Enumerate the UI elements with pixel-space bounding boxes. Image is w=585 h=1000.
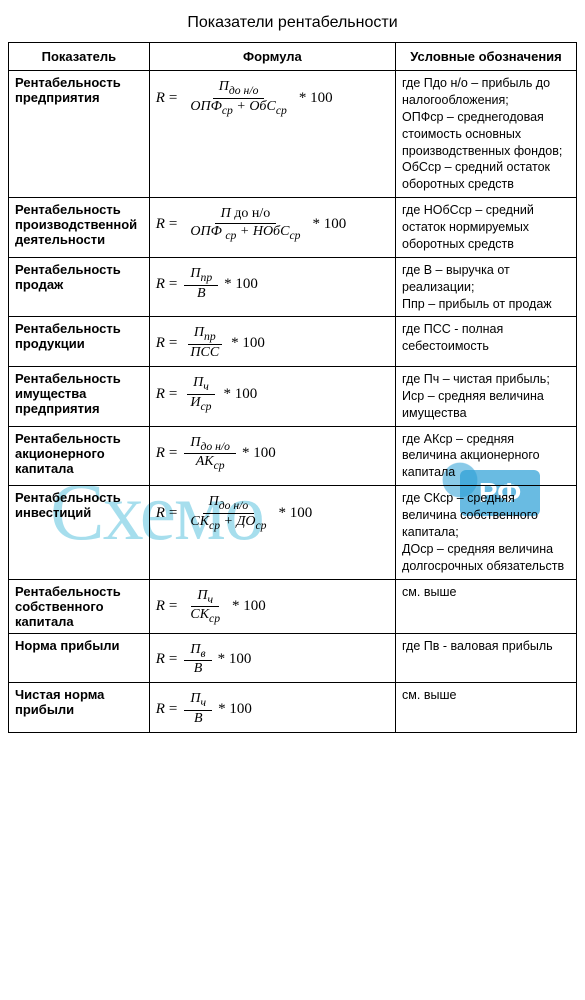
- table-row: Рентабельность предприятияR=Пдо н/оОПФср…: [9, 71, 577, 198]
- indicator-cell: Рентабельность собственного капитала: [9, 579, 150, 633]
- indicator-cell: Рентабельность имущества предприятия: [9, 366, 150, 426]
- table-row: Рентабельность собственного капиталаR=Пч…: [9, 579, 577, 633]
- formula-cell: R=Пдо н/оОПФср + ОбСср* 100: [149, 71, 395, 198]
- legend-cell: где ПСС - полная себестоимость: [396, 317, 577, 367]
- indicator-cell: Рентабельность акционерного капитала: [9, 426, 150, 486]
- table-row: Рентабельность инвестицийR=Пдо н/оСКср +…: [9, 486, 577, 579]
- indicator-cell: Рентабельность продаж: [9, 257, 150, 317]
- formula-cell: R=ПвВ* 100: [149, 633, 395, 683]
- formula-cell: R=П до н/оОПФ ср + НОбСср* 100: [149, 198, 395, 258]
- legend-cell: см. выше: [396, 683, 577, 733]
- legend-cell: где НОбСср – средний остаток нормируемых…: [396, 198, 577, 258]
- page-title: Показатели рентабельности: [8, 14, 577, 32]
- col-formula: Формула: [149, 43, 395, 71]
- table-row: Рентабельность продукцииR=ПпрПСС* 100где…: [9, 317, 577, 367]
- col-indicator: Показатель: [9, 43, 150, 71]
- formula-cell: R=Пдо н/оСКср + ДОср* 100: [149, 486, 395, 579]
- formula-cell: R=ПпрВ* 100: [149, 257, 395, 317]
- formula-cell: R=ПчВ* 100: [149, 683, 395, 733]
- legend-cell: где В – выручка от реализации;Ппр – приб…: [396, 257, 577, 317]
- table-row: Рентабельность акционерного капиталаR=Пд…: [9, 426, 577, 486]
- legend-cell: где Пч – чистая прибыль;Иср – средняя ве…: [396, 366, 577, 426]
- table-row: Рентабельность имущества предприятияR=Пч…: [9, 366, 577, 426]
- indicator-cell: Чистая норма прибыли: [9, 683, 150, 733]
- legend-cell: где Пдо н/о – прибыль до налогообложения…: [396, 71, 577, 198]
- col-legend: Условные обозначения: [396, 43, 577, 71]
- indicator-cell: Норма прибыли: [9, 633, 150, 683]
- table-row: Рентабельность производственной деятельн…: [9, 198, 577, 258]
- legend-cell: где АКср – средняя величина акционерного…: [396, 426, 577, 486]
- table-row: Рентабельность продажR=ПпрВ* 100где В – …: [9, 257, 577, 317]
- formula-cell: R=ПчСКср* 100: [149, 579, 395, 633]
- indicator-cell: Рентабельность инвестиций: [9, 486, 150, 579]
- table-row: Чистая норма прибылиR=ПчВ* 100см. выше: [9, 683, 577, 733]
- formula-cell: R=ПчИср* 100: [149, 366, 395, 426]
- table-row: Норма прибылиR=ПвВ* 100где Пв - валовая …: [9, 633, 577, 683]
- profitability-table: Показатель Формула Условные обозначения …: [8, 42, 577, 733]
- legend-cell: где Пв - валовая прибыль: [396, 633, 577, 683]
- legend-cell: см. выше: [396, 579, 577, 633]
- indicator-cell: Рентабельность производственной деятельн…: [9, 198, 150, 258]
- formula-cell: R=ПпрПСС* 100: [149, 317, 395, 367]
- indicator-cell: Рентабельность предприятия: [9, 71, 150, 198]
- header-row: Показатель Формула Условные обозначения: [9, 43, 577, 71]
- legend-cell: где СКср – средняя величина собственного…: [396, 486, 577, 579]
- indicator-cell: Рентабельность продукции: [9, 317, 150, 367]
- formula-cell: R=Пдо н/оАКср* 100: [149, 426, 395, 486]
